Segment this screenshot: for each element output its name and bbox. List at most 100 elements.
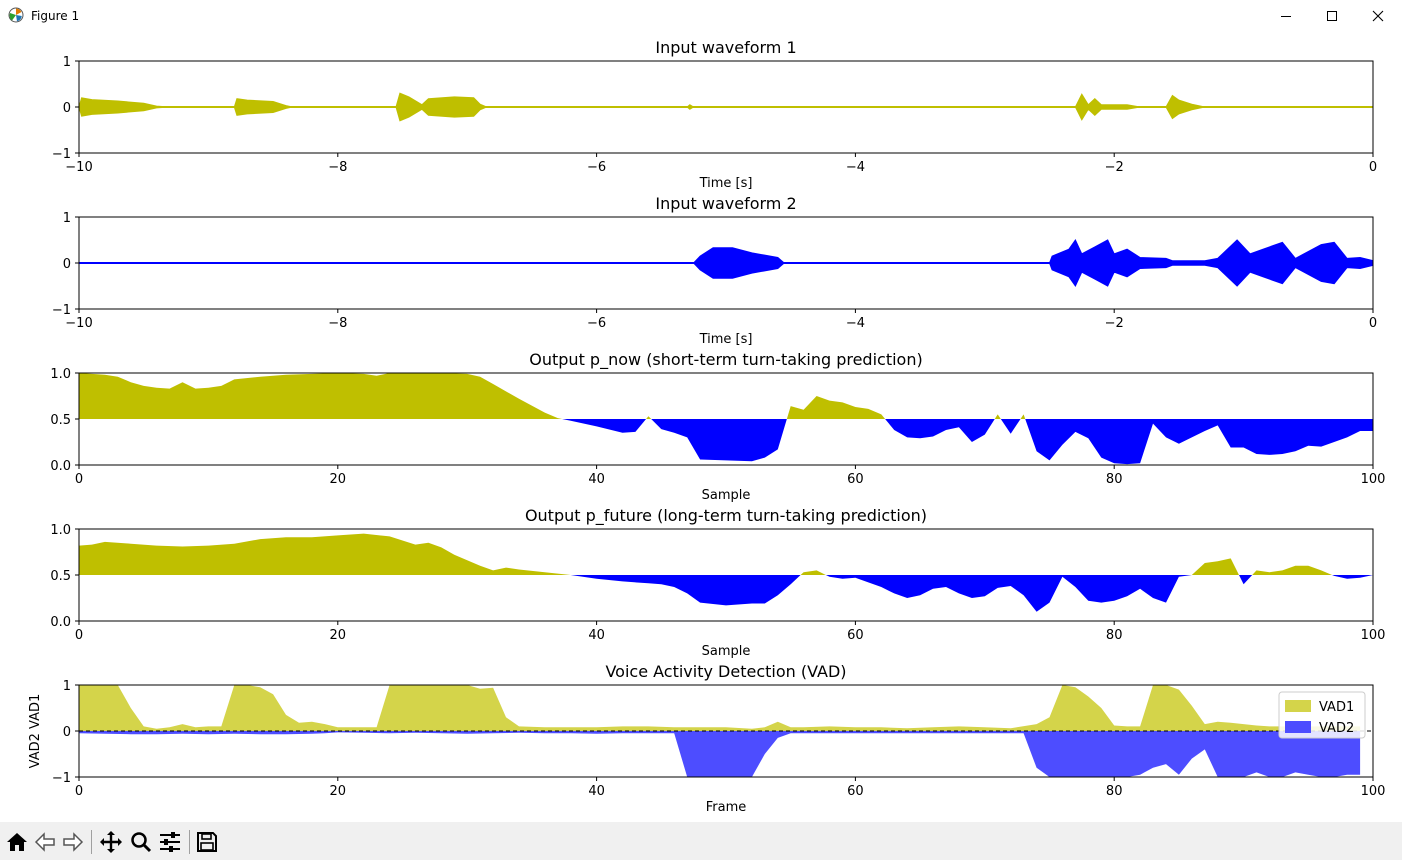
x-axis-label: Sample [702,644,751,659]
close-icon [1372,10,1384,21]
pan-icon [100,831,122,853]
y-axis-label: VAD2 VAD1 [28,694,43,769]
y-tick-label: 0 [63,257,71,272]
y-tick-label: 1 [63,679,71,694]
x-tick-label: −2 [1105,160,1124,175]
y-tick-label: 1.0 [50,367,71,382]
y-tick-label: 0.0 [50,615,71,630]
area-vad2 [79,731,1361,777]
x-tick-label: 20 [330,628,347,643]
minimize-icon [1281,15,1291,17]
plot-data [79,239,1373,287]
pan-button[interactable] [97,828,125,856]
legend-swatch-vad2 [1285,721,1311,733]
navigation-toolbar [0,822,1402,860]
y-tick-label: 0.0 [50,459,71,474]
x-tick-label: 60 [847,472,864,487]
figure-canvas[interactable]: −10 −8 −6 −4 −2 0 −1 0 1 Input waveform 1 Time [s]… [0,31,1402,822]
x-tick-label: 40 [588,784,605,799]
forward-icon [63,832,84,852]
x-tick-label: 80 [1106,472,1123,487]
legend-swatch-vad1 [1285,700,1311,712]
configure-subplots-button[interactable] [156,828,184,856]
configure-subplots-icon [160,832,180,852]
zoom-button[interactable] [127,828,155,856]
y-tick-label: 0.5 [50,569,71,584]
x-tick-label: 100 [1361,628,1386,643]
save-button[interactable] [193,828,221,856]
chart-title: Voice Activity Detection (VAD) [605,662,846,681]
area-above-threshold [79,373,1373,419]
x-tick-label: 0 [75,628,83,643]
y-tick-label: 0.5 [50,413,71,428]
subplot-5[interactable]: 0 20 40 60 80 100 −1 0 1 Voice Activity Detection… [28,662,1385,815]
area-above-threshold [79,533,1373,575]
y-tick-label: −1 [52,147,71,162]
title-bar: Figure 1 [0,0,1402,31]
plot-data [79,92,1373,122]
x-tick-label: −4 [846,160,865,175]
close-button[interactable] [1355,0,1401,31]
x-tick-label: 80 [1106,784,1123,799]
x-tick-label: 0 [1369,160,1377,175]
x-tick-label: 100 [1361,784,1386,799]
subplot-3[interactable]: 0 20 40 60 80 100 0.0 0.5 1.0 Output p_now (short… [50,350,1385,503]
x-tick-label: −10 [65,316,92,331]
x-tick-label: 80 [1106,628,1123,643]
y-tick-label: 1.0 [50,523,71,538]
x-tick-label: 40 [588,628,605,643]
x-axis-label: Frame [706,800,747,815]
y-tick-label: 0 [63,725,71,740]
y-tick-label: 1 [63,211,71,226]
y-tick-label: 0 [63,101,71,116]
x-tick-label: 0 [75,472,83,487]
x-tick-label: 0 [1369,316,1377,331]
home-button[interactable] [3,828,31,856]
legend-label-vad2: VAD2 [1319,721,1354,736]
y-tick-label: −1 [52,771,71,786]
minimize-button[interactable] [1263,0,1309,31]
x-tick-label: −4 [846,316,865,331]
back-button[interactable] [31,828,59,856]
x-tick-label: −8 [328,160,347,175]
matplotlib-icon [8,7,24,23]
chart-title: Output p_now (short-term turn-taking pre… [529,350,922,370]
x-tick-label: 60 [847,784,864,799]
area-vad1 [79,685,1361,731]
subplot-4[interactable]: 0 20 40 60 80 100 0.0 0.5 1.0 Output p_future (lo… [50,506,1385,659]
x-tick-label: 0 [75,784,83,799]
legend: VAD1 VAD2 [1278,691,1366,739]
x-axis-label: Time [s] [699,176,753,191]
area-below-threshold [79,575,1373,612]
maximize-button[interactable] [1309,0,1355,31]
toolbar-separator [91,830,92,854]
maximize-icon [1327,10,1337,21]
x-tick-label: −8 [328,316,347,331]
x-axis-label: Sample [702,488,751,503]
y-tick-label: −1 [52,303,71,318]
save-icon [197,832,217,852]
back-icon [34,832,55,852]
plot-data [79,533,1373,612]
x-tick-label: 60 [847,628,864,643]
chart-title: Input waveform 1 [655,38,796,57]
x-tick-label: 100 [1361,472,1386,487]
forward-button[interactable] [59,828,87,856]
x-tick-label: −2 [1105,316,1124,331]
window-title: Figure 1 [31,9,80,23]
x-tick-label: 40 [588,472,605,487]
home-icon [7,833,27,851]
zoom-icon [131,832,152,853]
area-below-threshold [79,419,1373,465]
y-tick-label: 1 [63,55,71,70]
legend-label-vad1: VAD1 [1319,700,1354,715]
x-tick-label: 20 [330,784,347,799]
plot-data [79,373,1373,465]
chart-title: Input waveform 2 [655,194,796,213]
x-tick-label: −6 [587,316,606,331]
x-axis-label: Time [s] [699,332,753,347]
x-tick-label: −10 [65,160,92,175]
chart-title: Output p_future (long-term turn-taking p… [525,506,927,526]
